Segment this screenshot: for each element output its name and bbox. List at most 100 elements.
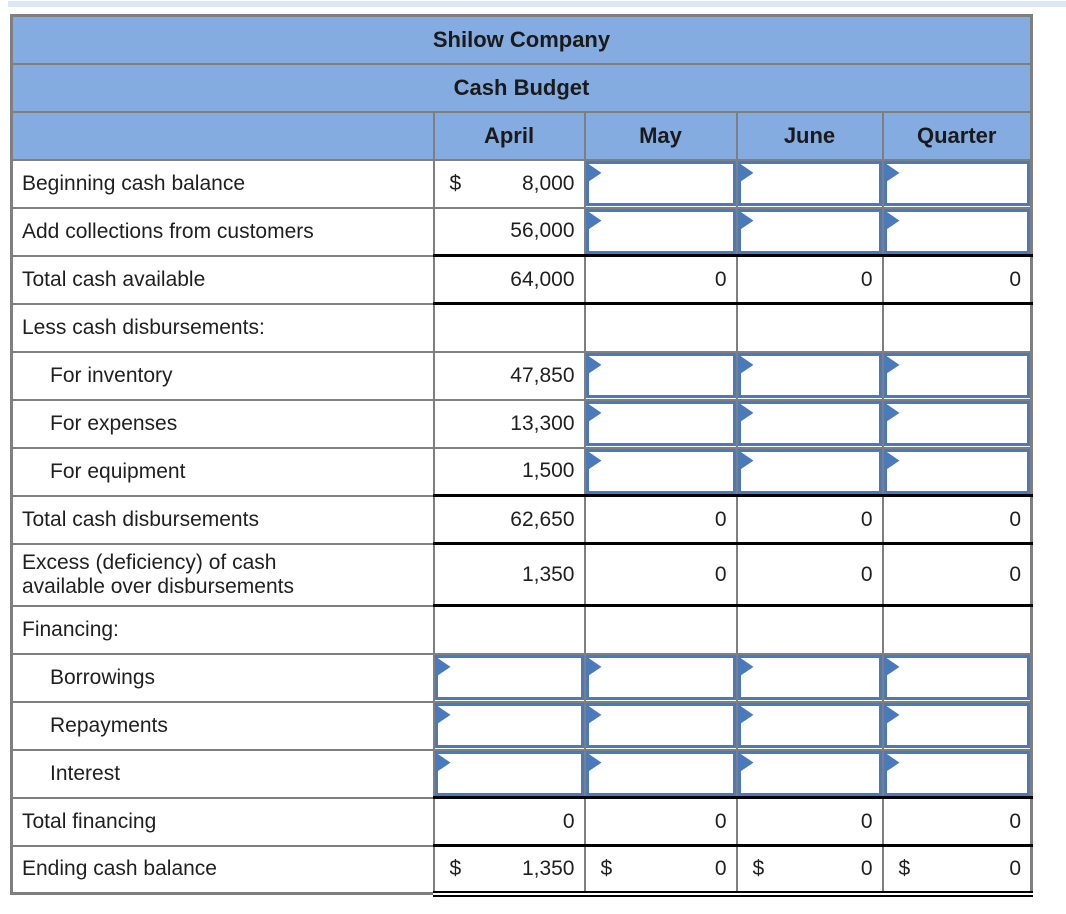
value-cell-april: 1,350 [432, 542, 586, 607]
table-row: Beginning cash balance $8,000 [10, 158, 1033, 209]
value-cell-april: 64,000 [432, 254, 586, 305]
input-field-april[interactable] [434, 655, 584, 700]
row-label: Total cash available [10, 254, 435, 305]
empty-cell-june [735, 302, 884, 353]
value-cell-may: 0 [583, 494, 738, 545]
table-row: Total cash disbursements 62,650 0 0 0 [10, 494, 1033, 545]
cell-value: 0 [1009, 809, 1021, 833]
value-cell-april: $1,350 [432, 844, 586, 897]
value-cell-may: $0 [583, 844, 738, 897]
cell-value: 0 [1009, 856, 1021, 880]
row-label: Financing: [10, 604, 435, 655]
column-header-may: May [583, 110, 738, 161]
input-field-april[interactable] [434, 703, 584, 748]
value-cell-april: 62,650 [432, 494, 586, 545]
table-row: For inventory 47,850 [10, 350, 1033, 401]
input-field-may[interactable] [585, 703, 736, 748]
value-cell-quarter: 0 [881, 254, 1033, 305]
input-cell-april [432, 652, 586, 703]
value-cell-june: $0 [735, 844, 884, 897]
title-row: Shilow Company [10, 14, 1033, 65]
value-cell-april: 56,000 [432, 206, 586, 257]
input-field-june[interactable] [737, 703, 882, 748]
value-cell-june: 0 [735, 542, 884, 607]
cell-value: 0 [860, 856, 873, 880]
value-cell-quarter: 0 [881, 796, 1033, 847]
input-cell-may [583, 398, 738, 449]
input-field-june[interactable] [737, 353, 882, 398]
table-row: Less cash disbursements: [10, 302, 1033, 353]
empty-cell-quarter [881, 604, 1033, 655]
input-flag-icon [740, 356, 754, 374]
input-field-quarter[interactable] [883, 655, 1030, 700]
input-flag-icon [740, 451, 754, 470]
input-field-quarter[interactable] [883, 208, 1030, 254]
currency-symbol: $ [600, 856, 613, 880]
row-label: For equipment [10, 446, 435, 497]
row-label: For expenses [10, 398, 435, 449]
input-field-quarter[interactable] [883, 448, 1030, 494]
input-field-quarter[interactable] [883, 703, 1030, 748]
value-cell-june: 0 [735, 796, 884, 847]
cell-value: 0 [860, 267, 873, 291]
input-field-june[interactable] [737, 655, 882, 700]
cell-value: 13,300 [510, 411, 575, 435]
input-field-june[interactable] [737, 208, 882, 254]
cell-value: 8,000 [521, 171, 575, 195]
row-label: Excess (deficiency) of cash available ov… [10, 542, 435, 607]
cell-value: 1,350 [521, 562, 575, 586]
table-row: Excess (deficiency) of cash available ov… [10, 542, 1033, 607]
input-cell-quarter [881, 206, 1033, 257]
cell-value: 0 [1009, 562, 1021, 586]
column-header-april: April [432, 110, 586, 161]
table-row: Repayments [10, 700, 1033, 751]
value-cell-may: 0 [583, 254, 738, 305]
input-field-may[interactable] [585, 353, 736, 398]
row-label: For inventory [10, 350, 435, 401]
cell-value: 0 [860, 562, 873, 586]
input-field-quarter[interactable] [883, 401, 1030, 446]
input-field-june[interactable] [737, 448, 882, 494]
table-row: Total financing 0 0 0 0 [10, 796, 1033, 847]
input-cell-april [432, 748, 586, 799]
table-row: Ending cash balance $1,350 $0 $0 $0 [10, 844, 1033, 897]
table-row: Add collections from customers 56,000 [10, 206, 1033, 257]
input-field-quarter[interactable] [883, 161, 1030, 206]
cell-value: 62,650 [510, 507, 575, 531]
currency-symbol: $ [752, 856, 765, 880]
cell-value: 0 [1009, 507, 1021, 531]
row-label: Total financing [10, 796, 435, 847]
input-field-april[interactable] [434, 750, 584, 796]
cell-value: 0 [860, 507, 873, 531]
input-cell-may [583, 748, 738, 799]
input-field-june[interactable] [737, 750, 882, 796]
company-title: Shilow Company [10, 14, 1033, 65]
value-cell-quarter: $0 [881, 844, 1033, 897]
input-cell-june [735, 652, 884, 703]
input-cell-quarter [881, 446, 1033, 497]
input-field-may[interactable] [585, 448, 736, 494]
input-cell-june [735, 350, 884, 401]
input-field-june[interactable] [737, 401, 882, 446]
input-field-quarter[interactable] [883, 750, 1030, 796]
input-field-june[interactable] [737, 161, 882, 206]
input-field-quarter[interactable] [883, 353, 1030, 398]
empty-cell-june [735, 604, 884, 655]
input-cell-quarter [881, 398, 1033, 449]
corner-cell [10, 110, 435, 161]
input-field-may[interactable] [585, 655, 736, 700]
input-field-may[interactable] [585, 750, 736, 796]
input-cell-quarter [881, 748, 1033, 799]
table-row: Interest [10, 748, 1033, 799]
input-cell-april [432, 700, 586, 751]
input-field-may[interactable] [585, 208, 736, 254]
input-cell-may [583, 350, 738, 401]
table-row: Borrowings [10, 652, 1033, 703]
currency-symbol: $ [449, 856, 462, 880]
input-cell-may [583, 206, 738, 257]
input-flag-icon [740, 164, 754, 182]
row-label: Total cash disbursements [10, 494, 435, 545]
input-field-may[interactable] [585, 161, 736, 206]
input-flag-icon [437, 706, 451, 724]
input-field-may[interactable] [585, 401, 736, 446]
